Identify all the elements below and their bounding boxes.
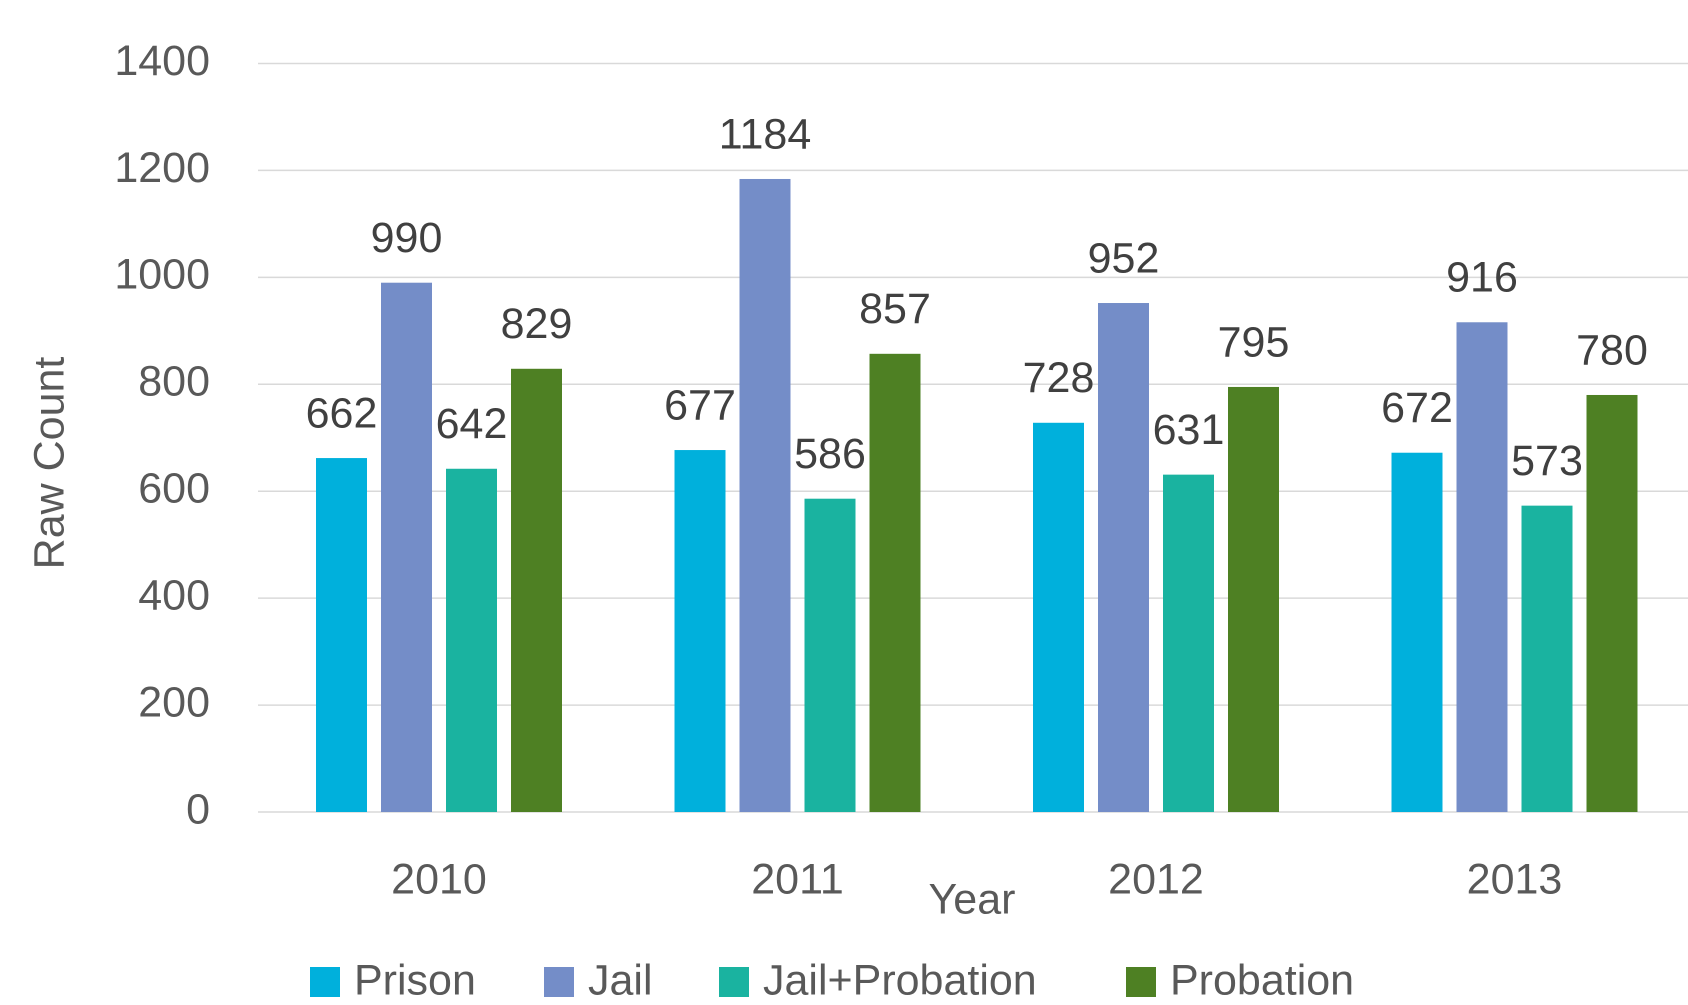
bar	[446, 468, 497, 812]
data-label: 586	[794, 430, 866, 478]
x-tick-label: 2012	[1108, 855, 1204, 903]
legend-label: Prison	[354, 956, 476, 1004]
data-label: 631	[1153, 406, 1225, 454]
bar	[804, 498, 856, 812]
y-tick-label: 600	[138, 465, 210, 513]
bar	[1586, 394, 1638, 812]
data-label: 916	[1446, 254, 1518, 302]
y-tick-label: 800	[138, 358, 210, 406]
data-label: 857	[859, 285, 931, 333]
data-label: 795	[1218, 318, 1290, 366]
bar	[1521, 505, 1573, 812]
legend-swatch	[1126, 967, 1156, 997]
bar	[316, 458, 367, 812]
x-tick-label: 2010	[391, 855, 487, 903]
y-tick-label: 1400	[114, 37, 210, 85]
data-label: 1184	[719, 110, 811, 158]
legend-label: Jail	[588, 956, 653, 1004]
data-label: 677	[664, 381, 736, 429]
legend-swatch	[544, 967, 574, 997]
y-tick-label: 400	[138, 572, 210, 620]
data-label: 728	[1023, 354, 1095, 402]
data-label: 642	[436, 400, 508, 448]
bar	[739, 178, 791, 813]
bar	[1228, 386, 1279, 812]
data-label: 573	[1511, 437, 1583, 485]
bar	[1163, 474, 1214, 812]
x-tick-label: 2013	[1467, 855, 1563, 903]
data-label: 829	[501, 300, 573, 348]
data-label: 952	[1088, 234, 1160, 282]
x-tick-label: 2011	[751, 855, 843, 903]
bar	[869, 353, 921, 812]
legend-label: Probation	[1170, 956, 1354, 1004]
bar	[1391, 452, 1443, 812]
y-tick-label: 1000	[114, 251, 210, 299]
data-label: 662	[306, 389, 378, 437]
bar	[511, 368, 562, 812]
bar	[381, 282, 432, 812]
bar	[674, 450, 726, 812]
y-axis-label: Raw Count	[25, 357, 73, 570]
data-label: 780	[1576, 326, 1648, 374]
y-tick-label: 200	[138, 678, 210, 726]
y-tick-label: 0	[186, 785, 210, 833]
bar	[1456, 322, 1508, 812]
data-label: 672	[1381, 384, 1453, 432]
legend-swatch	[719, 967, 749, 997]
legend-swatch	[310, 967, 340, 997]
bar	[1098, 303, 1149, 812]
data-label: 990	[371, 214, 443, 262]
x-axis-label: Year	[929, 875, 1016, 923]
y-tick-label: 1200	[114, 144, 210, 192]
bar	[1033, 422, 1084, 812]
legend-label: Jail+Probation	[763, 956, 1037, 1004]
